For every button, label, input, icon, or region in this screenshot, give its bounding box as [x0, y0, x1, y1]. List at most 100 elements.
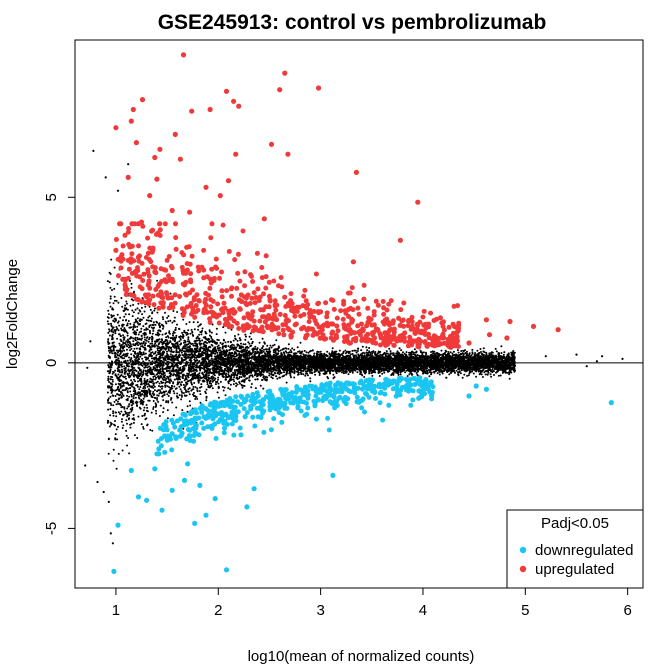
- point-not-significant: [199, 376, 202, 379]
- point-not-significant: [196, 321, 199, 324]
- point-not-significant: [363, 376, 366, 378]
- point-not-significant: [116, 353, 119, 356]
- point-not-significant: [135, 352, 137, 355]
- point-not-significant: [154, 364, 157, 367]
- point-not-significant: [262, 345, 265, 348]
- point-not-significant: [112, 331, 115, 334]
- point-not-significant: [229, 388, 232, 391]
- point-not-significant: [162, 411, 165, 414]
- point-not-significant: [128, 452, 131, 455]
- point-not-significant: [201, 339, 204, 342]
- point-not-significant: [313, 352, 316, 355]
- point-not-significant: [134, 359, 136, 361]
- point-not-significant: [471, 352, 474, 355]
- point-not-significant: [194, 339, 197, 342]
- point-not-significant: [120, 327, 123, 330]
- point-not-significant: [231, 367, 234, 370]
- point-not-significant: [114, 433, 117, 436]
- point-not-significant: [126, 359, 129, 362]
- point-not-significant: [162, 399, 165, 402]
- point-not-significant: [329, 372, 331, 375]
- point-not-significant: [506, 371, 509, 374]
- point-not-significant: [129, 426, 132, 429]
- point-not-significant: [389, 352, 392, 355]
- point-not-significant: [227, 373, 230, 376]
- point-not-significant: [194, 386, 197, 389]
- point-not-significant: [122, 341, 125, 344]
- point-not-significant: [301, 350, 304, 353]
- point-not-significant: [156, 397, 159, 399]
- point-not-significant: [145, 327, 148, 330]
- point-not-significant: [155, 354, 158, 357]
- point-not-significant: [108, 371, 111, 374]
- point-not-significant: [452, 350, 455, 353]
- point-not-significant: [181, 391, 184, 394]
- point-not-significant: [302, 373, 305, 376]
- point-not-significant: [205, 377, 208, 380]
- data-points: [84, 52, 624, 575]
- point-not-significant: [173, 385, 176, 388]
- point-not-significant: [262, 387, 265, 390]
- point-not-significant: [160, 387, 163, 390]
- point-not-significant: [159, 404, 162, 407]
- point-not-significant: [490, 351, 493, 354]
- point-not-significant: [110, 258, 113, 261]
- point-not-significant: [186, 390, 189, 393]
- point-not-significant: [125, 429, 128, 432]
- point-not-significant: [108, 349, 110, 352]
- point-not-significant: [179, 383, 182, 386]
- point-not-significant: [147, 316, 150, 319]
- point-not-significant: [107, 331, 110, 334]
- point-not-significant: [338, 349, 341, 352]
- point-not-significant: [164, 320, 167, 323]
- point-not-significant: [172, 330, 175, 333]
- point-not-significant: [120, 329, 123, 332]
- point-not-significant: [167, 360, 169, 363]
- point-not-significant: [429, 368, 432, 371]
- point-not-significant: [116, 386, 119, 389]
- point-not-significant: [126, 413, 129, 416]
- point-not-significant: [211, 338, 214, 341]
- point-not-significant: [198, 348, 201, 351]
- point-not-significant: [166, 350, 169, 353]
- point-not-significant: [215, 333, 218, 336]
- point-not-significant: [219, 341, 222, 344]
- point-not-significant: [397, 351, 400, 354]
- point-not-significant: [190, 343, 193, 345]
- point-not-significant: [359, 373, 362, 375]
- point-not-significant: [142, 316, 145, 319]
- point-not-significant: [448, 373, 451, 376]
- point-not-significant: [123, 327, 126, 330]
- point-not-significant: [202, 376, 204, 379]
- point-not-significant: [224, 346, 227, 349]
- point-not-significant: [189, 363, 192, 366]
- point-not-significant: [309, 377, 312, 380]
- point-not-significant: [365, 351, 368, 354]
- point-not-significant: [169, 292, 172, 295]
- point-not-significant: [113, 400, 116, 403]
- point-not-significant: [238, 337, 241, 340]
- point-not-significant: [285, 347, 288, 350]
- point-not-significant: [415, 350, 418, 353]
- point-not-significant: [366, 349, 369, 352]
- point-not-significant: [166, 393, 169, 396]
- point-not-significant: [287, 347, 290, 350]
- point-not-significant: [274, 348, 277, 351]
- point-not-significant: [275, 339, 278, 342]
- point-not-significant: [107, 364, 110, 367]
- point-not-significant: [261, 378, 264, 381]
- point-not-significant: [150, 317, 153, 320]
- point-not-significant: [149, 308, 152, 311]
- point-not-significant: [376, 368, 379, 371]
- point-not-significant: [124, 313, 127, 316]
- point-not-significant: [422, 372, 424, 375]
- point-not-significant: [132, 337, 135, 340]
- point-not-significant: [167, 401, 170, 404]
- point-not-significant: [178, 385, 181, 388]
- point-not-significant: [275, 375, 278, 378]
- point-not-significant: [119, 348, 122, 350]
- point-not-significant: [149, 380, 151, 383]
- point-not-significant: [479, 369, 482, 372]
- point-not-significant: [192, 395, 195, 397]
- point-not-significant: [178, 336, 181, 338]
